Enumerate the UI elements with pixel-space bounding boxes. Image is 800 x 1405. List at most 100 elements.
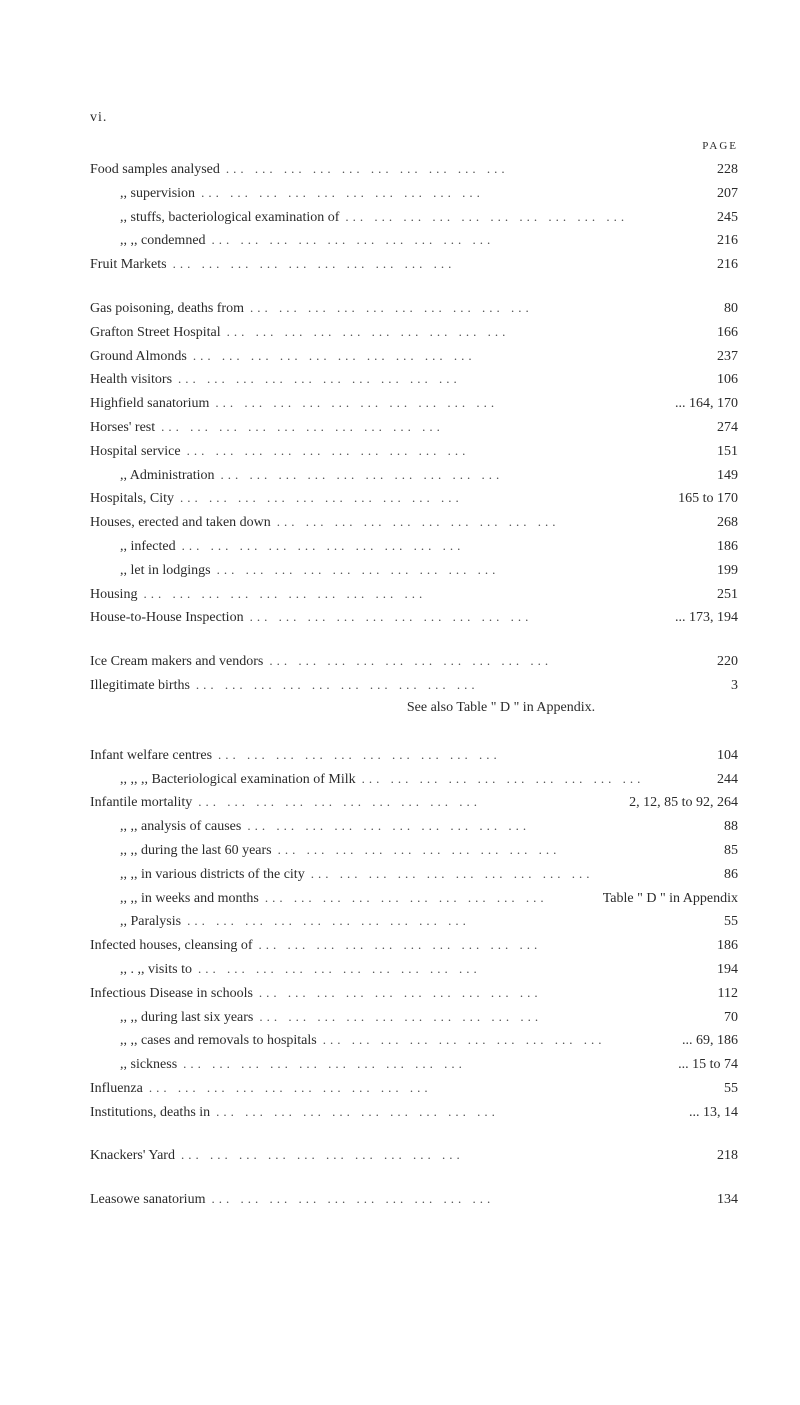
entry-page: ... 173, 194	[675, 606, 742, 630]
index-entry: Illegitimate births3	[90, 674, 742, 698]
leader-dots	[211, 559, 717, 581]
entry-label: Leasowe sanatorium	[90, 1188, 205, 1212]
leader-dots	[305, 863, 724, 885]
leader-dots	[210, 1101, 689, 1123]
index-entry: ,, ,, during last six years70	[90, 1006, 742, 1030]
leader-dots	[259, 887, 603, 909]
entry-label: ,, let in lodgings	[90, 559, 211, 583]
entry-label: Hospitals, City	[90, 487, 174, 511]
entry-page: 274	[717, 416, 742, 440]
leader-dots	[241, 815, 724, 837]
entry-page: ... 13, 14	[689, 1101, 742, 1125]
index-entry: ,, let in lodgings 199	[90, 559, 742, 583]
index-entry: Hospitals, City 165 to 170	[90, 487, 742, 511]
leader-dots	[244, 297, 724, 319]
leader-dots	[271, 511, 717, 533]
index-entry: ,, Paralysis55	[90, 910, 742, 934]
entry-page: 2, 12, 85 to 92, 264	[629, 791, 742, 815]
entry-label: Institutions, deaths in	[90, 1101, 210, 1125]
entry-page: 220	[717, 650, 742, 674]
entry-label: Food samples analysed	[90, 158, 220, 182]
entry-label: ,, Administration	[90, 464, 215, 488]
leader-dots	[205, 1188, 717, 1210]
entry-page: 86	[724, 863, 742, 887]
entry-label: ,, ,, in weeks and months	[90, 887, 259, 911]
index-entry: Knackers' Yard218	[90, 1144, 742, 1168]
entry-label: Influenza	[90, 1077, 143, 1101]
leader-dots	[175, 1144, 717, 1166]
section-gap	[90, 630, 742, 650]
leader-dots	[172, 368, 717, 390]
entry-page: 251	[717, 583, 742, 607]
section-gap	[90, 277, 742, 297]
entry-page: 268	[717, 511, 742, 535]
entry-label: Health visitors	[90, 368, 172, 392]
index-entry: House-to-House Inspection... 173, 194	[90, 606, 742, 630]
entry-page: 88	[724, 815, 742, 839]
leader-dots	[356, 768, 717, 790]
index-entry: ,, stuffs, bacteriological examination o…	[90, 206, 742, 230]
entry-label: ,, sickness	[90, 1053, 177, 1077]
entry-page: 70	[724, 1006, 742, 1030]
index-entry: ,, sickness ... 15 to 74	[90, 1053, 742, 1077]
entry-page: 199	[717, 559, 742, 583]
entry-page: Table " D " in Appendix	[603, 887, 742, 911]
entry-page: 165 to 170	[678, 487, 742, 511]
index-entry: Houses, erected and taken down268	[90, 511, 742, 535]
index-entry: Hospital service151	[90, 440, 742, 464]
entry-page: 186	[717, 934, 742, 958]
page-roman: vi.	[90, 110, 742, 126]
index-entry: Leasowe sanatorium134	[90, 1188, 742, 1212]
entry-label: ,, ,, cases and removals to hospitals	[90, 1029, 317, 1053]
index-entry: Grafton Street Hospital166	[90, 321, 742, 345]
see-also-note: See also Table " D " in Appendix.	[90, 698, 742, 724]
entry-label: ,, infected	[90, 535, 176, 559]
leader-dots	[137, 583, 717, 605]
leader-dots	[176, 535, 717, 557]
entry-label: ,, ,, ,, Bacteriological examination of …	[90, 768, 356, 792]
index-entry: ,, ,, cases and removals to hospitals...…	[90, 1029, 742, 1053]
entry-page: 237	[717, 345, 742, 369]
entry-page: 228	[717, 158, 742, 182]
index-entry: Infectious Disease in schools112	[90, 982, 742, 1006]
leader-dots	[339, 206, 717, 228]
entry-page: 3	[731, 674, 742, 698]
entry-label: ,, stuffs, bacteriological examination o…	[90, 206, 339, 230]
entry-label: Highfield sanatorium	[90, 392, 209, 416]
leader-dots	[187, 345, 717, 367]
index-entry: Health visitors 106	[90, 368, 742, 392]
entry-label: ,, ,, condemned	[90, 229, 206, 253]
entry-label: Hospital service	[90, 440, 181, 464]
leader-dots	[174, 487, 678, 509]
index-entry: ,, ,, analysis of causes88	[90, 815, 742, 839]
leader-dots	[317, 1029, 682, 1051]
leader-dots	[253, 1006, 724, 1028]
entry-label: Infected houses, cleansing of	[90, 934, 253, 958]
entry-label: Infectious Disease in schools	[90, 982, 253, 1006]
index-entry: Ground Almonds237	[90, 345, 742, 369]
entry-label: Infant welfare centres	[90, 744, 212, 768]
entry-label: ,, ,, during the last 60 years	[90, 839, 272, 863]
index-entry: ,, ,, condemned 216	[90, 229, 742, 253]
leader-dots	[209, 392, 675, 414]
section-gap	[90, 1168, 742, 1188]
entry-page: 216	[717, 229, 742, 253]
entry-page: 106	[717, 368, 742, 392]
index-entry: Highfield sanatorium... 164, 170	[90, 392, 742, 416]
leader-dots	[192, 958, 717, 980]
index-entry: Ice Cream makers and vendors 220	[90, 650, 742, 674]
entry-page: 216	[717, 253, 742, 277]
entry-page: 104	[717, 744, 742, 768]
leader-dots	[206, 229, 717, 251]
leader-dots	[181, 910, 724, 932]
entry-label: ,, Paralysis	[90, 910, 181, 934]
entry-page: ... 69, 186	[682, 1029, 742, 1053]
leader-dots	[215, 464, 718, 486]
entry-label: Ice Cream makers and vendors	[90, 650, 263, 674]
entry-page: 186	[717, 535, 742, 559]
entry-page: ... 15 to 74	[678, 1053, 742, 1077]
index-entry: ,, ,, in various districts of the city86	[90, 863, 742, 887]
entry-page: 207	[717, 182, 742, 206]
index-entry: ,, . ,, visits to194	[90, 958, 742, 982]
index-entry: Infant welfare centres 104	[90, 744, 742, 768]
